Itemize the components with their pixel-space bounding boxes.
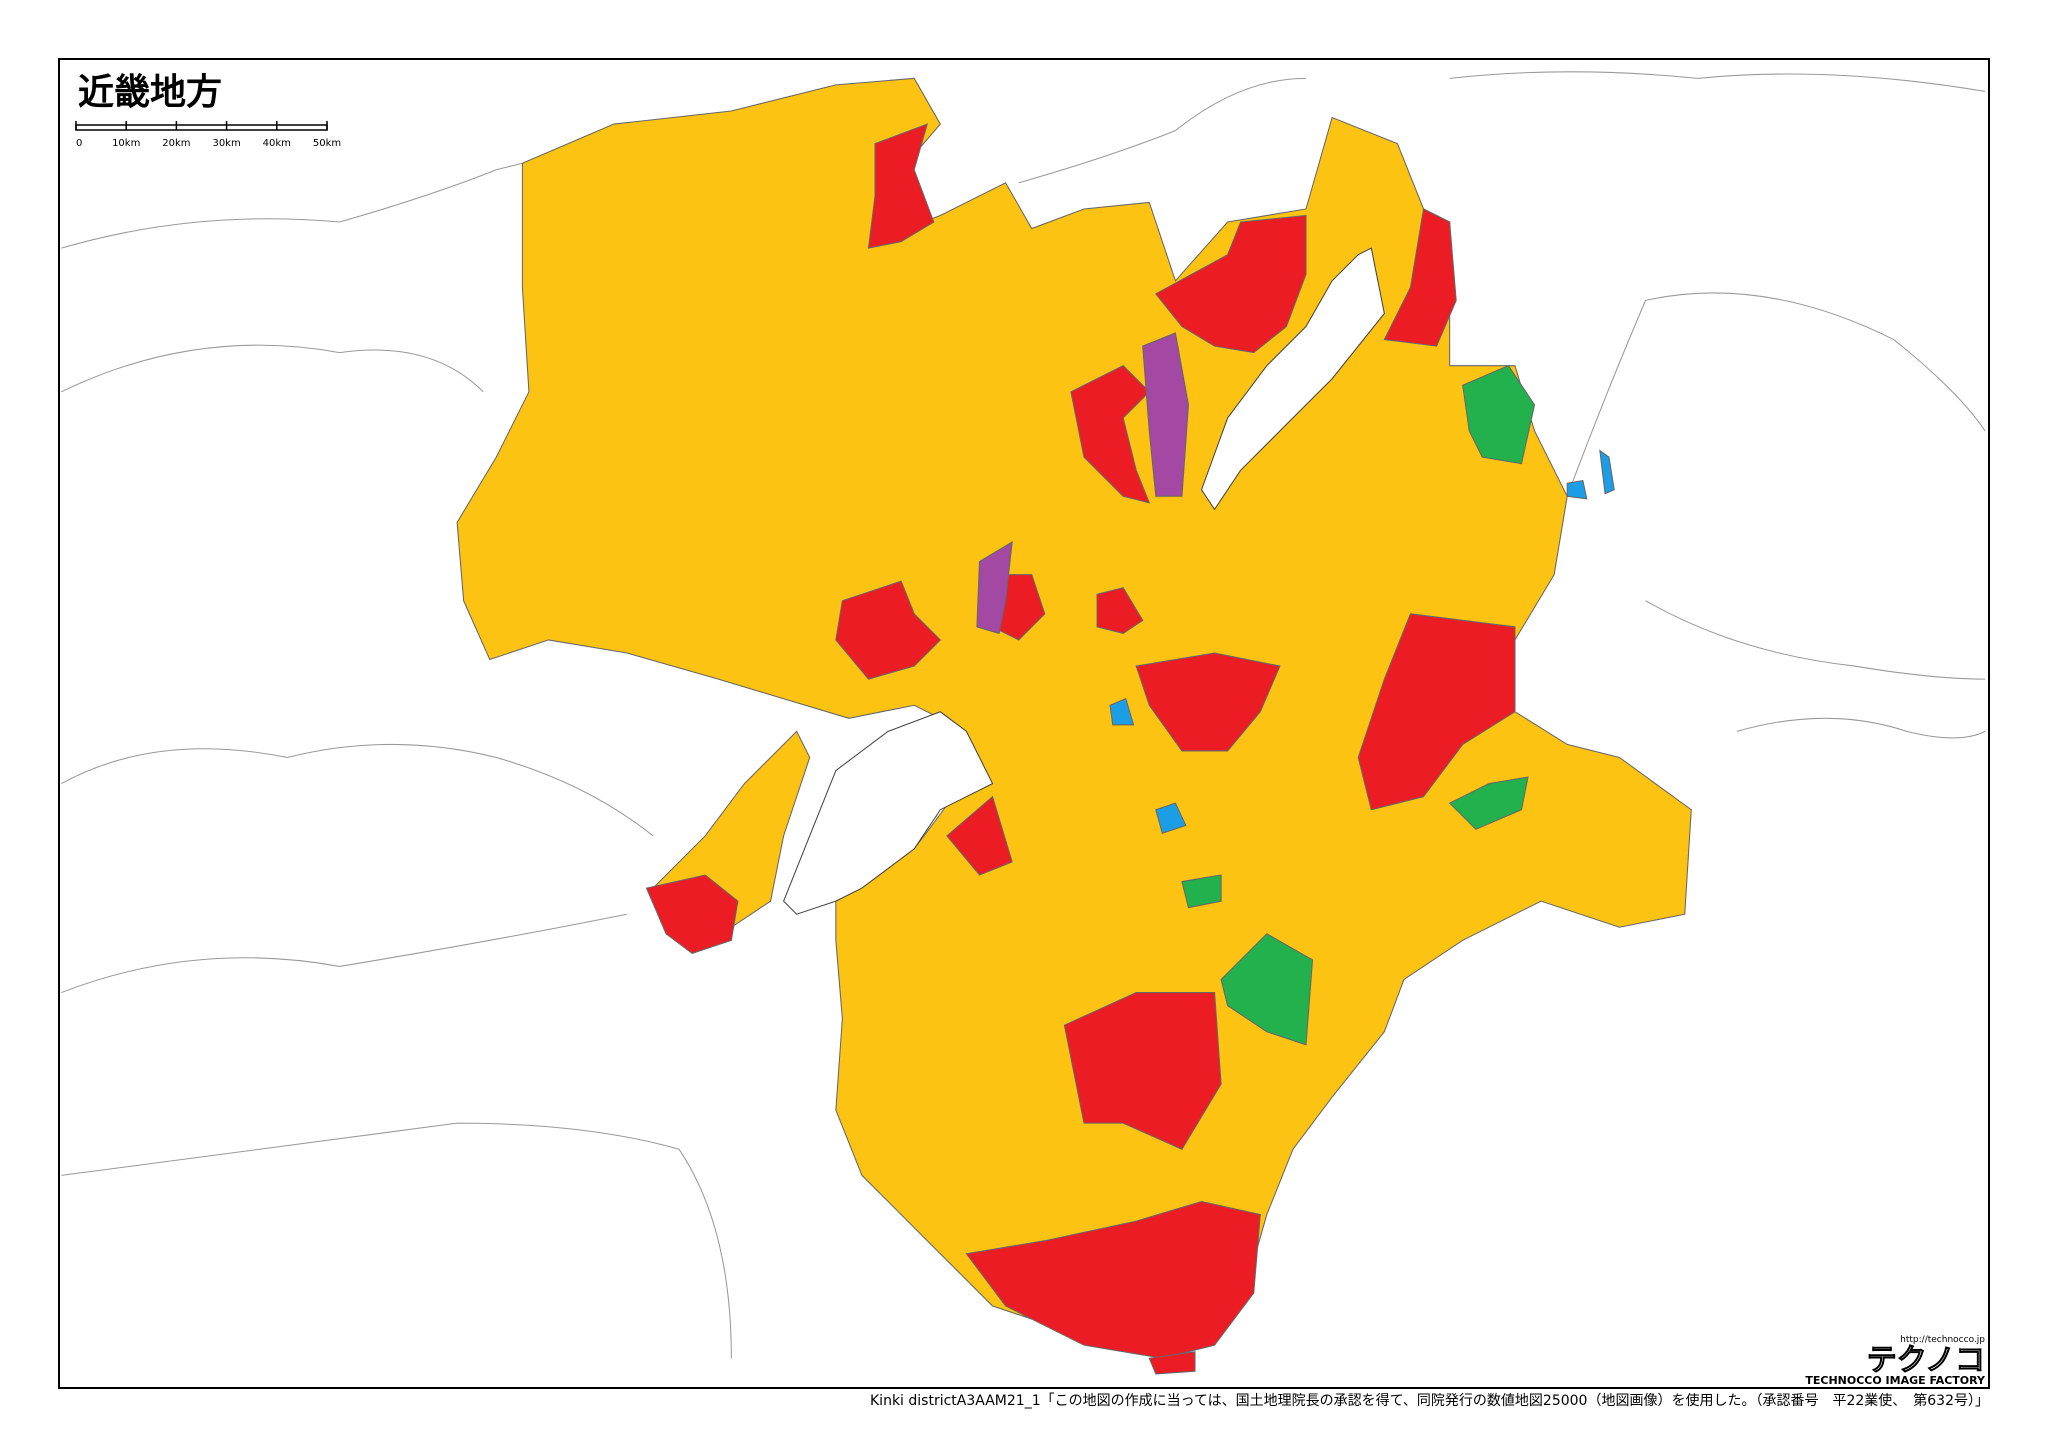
- osaka-bay: [782, 711, 994, 915]
- logo-tagline: TECHNOCCO IMAGE FACTORY: [1805, 1374, 1986, 1387]
- logo-name: テクノコ: [1867, 1343, 1985, 1378]
- scale-label: 10km: [112, 138, 140, 149]
- regions-purple: [976, 332, 1189, 635]
- surrounding-coast: [61, 71, 1986, 1359]
- regions-red: [645, 123, 1516, 1375]
- footer-credit: Kinki districtA3AAM21_1「この地図の作成に当っては、国土地…: [870, 1392, 1989, 1409]
- map: [61, 71, 1986, 1375]
- logo-url: http://technocco.jp: [1900, 1335, 1985, 1345]
- scale-bar-line: [75, 124, 328, 131]
- logo: http://technocco.jp テクノコ TECHNOCCO IMAGE…: [1805, 1335, 1986, 1387]
- scale-bar: 0 10km 20km 30km 40km 50km: [75, 121, 341, 149]
- scale-label: 40km: [263, 138, 291, 149]
- map-title: 近畿地方: [78, 72, 222, 113]
- scale-label: 20km: [162, 138, 190, 149]
- scale-label: 30km: [212, 138, 240, 149]
- scale-label: 50km: [313, 138, 341, 149]
- regions-green: [1181, 365, 1536, 1046]
- regions-blue: [1109, 449, 1615, 834]
- lake-biwa: [1200, 247, 1385, 511]
- scale-label: 0: [76, 138, 82, 149]
- region-main: [456, 77, 1692, 1359]
